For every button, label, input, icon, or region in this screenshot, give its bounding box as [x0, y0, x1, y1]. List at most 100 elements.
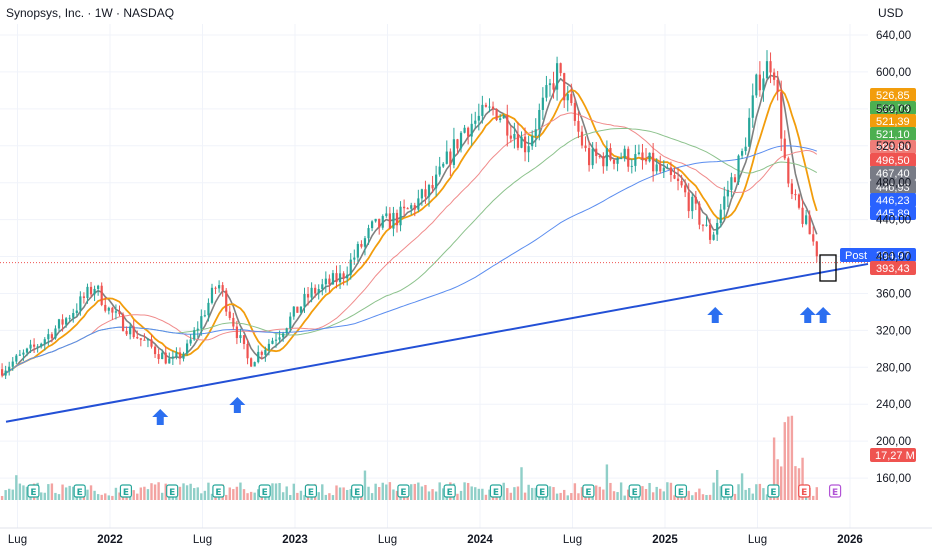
earnings-marker[interactable]: E	[119, 484, 133, 498]
earnings-marker[interactable]: E	[767, 484, 780, 498]
candle-body	[257, 351, 260, 363]
candle-body	[399, 206, 402, 226]
candle-body	[153, 346, 157, 355]
candle-body	[555, 63, 559, 90]
volume-bar	[68, 485, 71, 500]
volume-bar	[182, 483, 185, 500]
candle-body	[15, 355, 18, 362]
candle-body	[552, 83, 555, 90]
volume-bar	[456, 493, 459, 500]
volume-bar	[61, 484, 64, 500]
candle-body	[773, 72, 776, 80]
volume-bar	[239, 482, 242, 500]
time-axis[interactable]: Lug 2022 Lug 2023 Lug 2024 Lug 2025 Lug 2026	[8, 534, 863, 546]
volume-bar	[289, 495, 292, 500]
price-tick-label: 600,00	[876, 67, 911, 79]
candle-body	[79, 296, 82, 311]
volume-bar	[303, 495, 306, 500]
volume-bar	[751, 493, 754, 500]
volume-bar	[744, 489, 747, 500]
candle-body	[4, 370, 7, 376]
candle-body	[588, 148, 591, 166]
candle-body	[285, 328, 288, 334]
candle-body	[413, 205, 416, 210]
candle-body	[598, 156, 601, 158]
earnings-marker[interactable]: E	[304, 484, 318, 498]
earnings-marker[interactable]: E	[674, 484, 688, 498]
earnings-marker[interactable]: E	[73, 484, 86, 498]
candle-body	[100, 285, 103, 305]
volume-bar	[235, 486, 239, 500]
last-price-bg	[870, 261, 916, 275]
earnings-marker[interactable]: E	[212, 484, 225, 498]
post-market-tag: Post	[845, 250, 867, 262]
candle-body	[570, 94, 573, 104]
earnings-marker[interactable]: E	[798, 484, 811, 498]
volume-bar	[641, 486, 644, 500]
candle-body	[228, 311, 231, 318]
earnings-marker[interactable]: E	[397, 484, 410, 498]
earnings-badge-frame	[166, 484, 179, 498]
earnings-marker[interactable]: E	[443, 484, 456, 498]
candle-body	[435, 174, 438, 189]
candle-body	[691, 196, 694, 212]
candle-body	[403, 206, 406, 209]
volume-bar	[331, 495, 335, 500]
candle-body	[395, 212, 399, 226]
candle-body	[705, 224, 708, 226]
volume-bar	[189, 483, 192, 500]
volume-bar	[573, 483, 577, 500]
candle-body	[716, 222, 719, 235]
volume-bar	[281, 492, 285, 500]
volume-bar	[609, 482, 612, 500]
volume-bar	[200, 493, 203, 500]
earnings-marker[interactable]: E	[628, 484, 641, 498]
volume-bar	[733, 493, 737, 500]
volume-bar	[253, 492, 256, 500]
candle-body	[129, 326, 132, 335]
earnings-marker[interactable]: E	[582, 484, 595, 498]
earnings-marker[interactable]: E	[166, 484, 179, 498]
price-tick-label: 440,00	[876, 215, 911, 227]
earnings-marker[interactable]: E	[536, 484, 549, 498]
candle-body	[185, 343, 189, 354]
candle-body	[630, 165, 633, 167]
volume-bar	[225, 494, 228, 500]
candle-body	[780, 92, 783, 139]
moving-average-line	[1, 127, 818, 377]
currency-label: USD	[878, 6, 904, 20]
candle-body	[267, 343, 271, 350]
volume-bar	[104, 493, 107, 500]
candle-body	[506, 115, 509, 136]
candle-body	[29, 344, 32, 349]
volume-bar	[210, 493, 214, 500]
up-arrow-icon	[229, 397, 246, 413]
candle-body	[523, 136, 527, 153]
candle-body	[659, 164, 662, 172]
volume-bar	[623, 495, 626, 500]
earnings-marker[interactable]: E	[489, 484, 503, 498]
ma-value-text: 446,23	[876, 195, 910, 207]
volume-bar	[442, 488, 445, 500]
volume-bar	[150, 483, 153, 500]
earnings-e-icon: E	[724, 488, 730, 498]
earnings-e-icon: E	[539, 488, 545, 498]
volume-bar	[651, 492, 655, 500]
candle-body	[748, 117, 751, 147]
volume-bar	[164, 483, 167, 500]
earnings-e-icon: E	[400, 488, 406, 498]
price-axis[interactable]: 640,00 600,00 560,00 520,00 480,00 440,00 400,…	[876, 30, 911, 485]
volume-bar	[516, 486, 520, 500]
earnings-marker[interactable]: E	[351, 484, 364, 498]
volume-bar	[96, 494, 100, 500]
volume-bar	[502, 482, 505, 500]
volume-bar	[18, 483, 22, 500]
earnings-marker[interactable]: E	[828, 484, 842, 498]
volume-bar	[118, 492, 121, 500]
candle-body	[794, 194, 797, 196]
earnings-marker[interactable]: E	[258, 484, 271, 498]
volume-bar	[207, 482, 210, 500]
earnings-marker[interactable]: E	[721, 484, 734, 498]
earnings-marker[interactable]: E	[27, 484, 40, 498]
